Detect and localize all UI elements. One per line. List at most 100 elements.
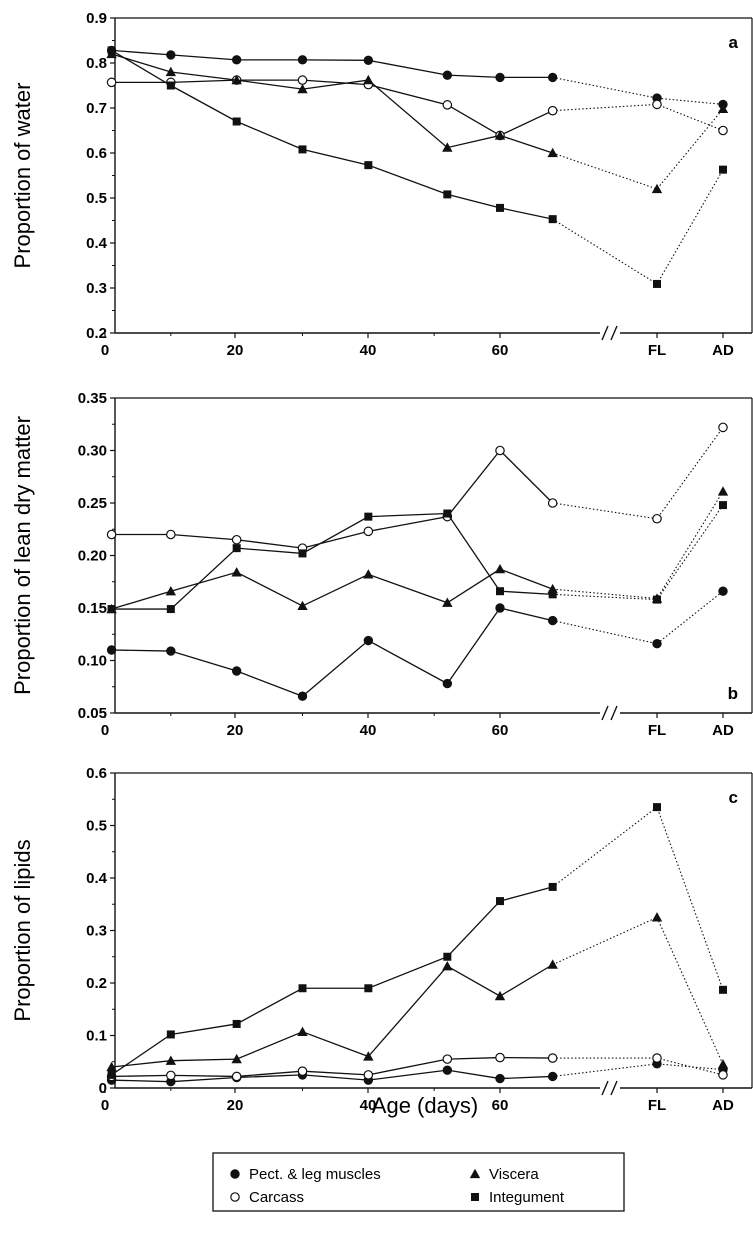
series-line-dotted <box>552 1063 724 1077</box>
y-tick-label: 0.1 <box>86 1028 107 1045</box>
x-tick-label: FL <box>648 722 666 739</box>
x-tick-label: AD <box>712 1097 734 1114</box>
legend-marker <box>230 1169 240 1179</box>
series-line-dotted <box>552 916 724 1065</box>
series-pect-leg-muscles <box>106 45 728 110</box>
data-point <box>443 952 452 961</box>
data-point <box>719 165 727 174</box>
chart-panel-a: 0.2 0.3 0.4 0.5 0.6 0.7 0.8 0.9 0 20 40 60 FL AD Propo… <box>10 10 753 359</box>
legend-marker <box>471 1193 479 1201</box>
y-tick-label: 0.4 <box>86 235 108 252</box>
x-tick-label: FL <box>648 1097 666 1114</box>
series-line-dotted <box>552 491 724 600</box>
legend-label: Viscera <box>489 1166 539 1183</box>
data-point <box>231 666 242 676</box>
x-tick-label: AD <box>712 722 734 739</box>
data-point <box>442 1065 453 1075</box>
data-point <box>297 600 308 611</box>
data-point <box>166 529 176 540</box>
data-point <box>442 142 453 152</box>
data-point <box>652 639 662 649</box>
data-point <box>363 55 374 65</box>
legend-marker <box>469 1168 481 1179</box>
series-integument <box>107 46 727 288</box>
x-tick-label: 20 <box>227 342 244 359</box>
y-axis-label: Proportion of lipids <box>10 839 35 1021</box>
series-line <box>111 964 554 1068</box>
data-point <box>364 161 373 170</box>
data-point <box>106 77 117 88</box>
data-point <box>298 145 307 154</box>
series-carcass <box>106 75 728 141</box>
data-point <box>717 1059 729 1069</box>
series-line-dotted <box>552 590 724 645</box>
axis-break-mark <box>610 1080 618 1096</box>
y-tick-label: 0.7 <box>86 100 107 117</box>
data-point <box>547 615 558 626</box>
series-line-dotted <box>552 806 724 991</box>
series-viscera <box>106 486 729 614</box>
data-point <box>652 1053 662 1063</box>
data-point <box>653 595 661 604</box>
y-tick-label: 0.5 <box>86 818 107 835</box>
axis-break-mark <box>601 705 609 721</box>
data-point <box>231 567 242 577</box>
series-pect-leg-muscles <box>106 1059 728 1087</box>
y-tick-label: 0.05 <box>78 705 107 722</box>
data-point <box>718 125 728 136</box>
data-point <box>363 569 374 579</box>
y-tick-label: 0.35 <box>78 390 107 407</box>
data-point <box>719 501 727 510</box>
series-viscera <box>106 48 729 194</box>
data-point <box>651 183 663 194</box>
x-tick-label: 40 <box>360 1097 377 1114</box>
series-line <box>111 568 553 610</box>
x-tick-label: 60 <box>492 722 509 739</box>
data-point <box>547 1053 558 1063</box>
data-point <box>297 75 308 85</box>
y-tick-label: 0 <box>99 1080 107 1097</box>
data-point <box>717 103 729 114</box>
series-line-dotted <box>552 504 724 601</box>
data-point <box>363 1070 374 1080</box>
series-pect-leg-muscles <box>106 586 728 701</box>
data-point <box>107 1070 116 1079</box>
series-carcass <box>106 1052 728 1082</box>
x-tick-label: 40 <box>360 722 377 739</box>
series-line <box>111 49 553 220</box>
data-point <box>106 645 117 655</box>
legend-item: Integument <box>471 1189 565 1206</box>
series-line <box>111 512 553 610</box>
data-point <box>297 691 308 701</box>
data-point <box>548 590 557 599</box>
data-point <box>232 117 241 126</box>
axis-break-mark <box>610 705 618 721</box>
data-point <box>547 147 558 158</box>
series-line <box>111 607 553 697</box>
data-point <box>548 215 557 224</box>
data-point <box>652 513 662 524</box>
data-point <box>442 678 453 689</box>
data-point <box>652 99 662 110</box>
data-point <box>547 72 558 83</box>
data-point <box>719 985 727 994</box>
data-point <box>495 72 505 83</box>
data-point <box>653 279 661 288</box>
data-point <box>496 587 504 596</box>
data-point <box>231 74 242 85</box>
panel-letter: a <box>729 33 739 52</box>
data-point <box>363 74 374 85</box>
x-tick-label: AD <box>712 342 734 359</box>
data-point <box>231 534 242 545</box>
data-point <box>494 563 506 574</box>
data-point <box>166 50 176 60</box>
series-line <box>111 449 554 549</box>
data-point <box>442 597 453 607</box>
data-point <box>297 1066 308 1076</box>
data-point <box>442 100 453 110</box>
series-line-dotted <box>552 103 724 132</box>
legend-item: Carcass <box>230 1189 304 1206</box>
y-tick-label: 0.10 <box>78 653 107 670</box>
series-line <box>111 1069 553 1083</box>
